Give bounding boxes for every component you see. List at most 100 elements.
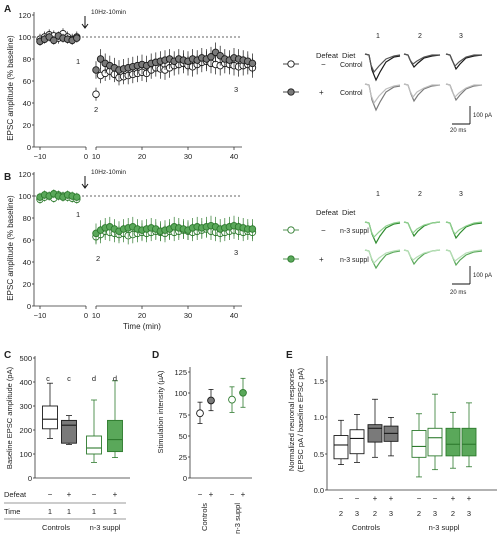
panel-e-defeat-mark: + <box>467 494 472 503</box>
panel-e-ytick: 1.5 <box>314 377 324 386</box>
panel-a-trace-label-3: 3 <box>459 33 463 40</box>
panel-c-y-axis: 0 100 200 300 400 500 <box>19 354 130 483</box>
panel-c-letter-mark: d <box>92 374 96 383</box>
panel-e-time-mark: 2 <box>451 509 455 518</box>
panel-e: E Normalized neuronal response (EPSC pA … <box>286 350 497 532</box>
data-point <box>207 53 215 61</box>
panel-a-legend-diet: Control <box>340 62 363 69</box>
panel-a-stim-label: 10Hz-10min <box>91 9 126 16</box>
box <box>333 435 349 460</box>
panel-b-timepoint-3: 3 <box>234 248 238 257</box>
panel-a-xtick: 0 <box>84 152 88 161</box>
box <box>42 405 58 430</box>
panel-e-defeat-mark: − <box>417 494 422 503</box>
panel-c-letter: C <box>4 350 11 361</box>
panel-c-time-mark: 1 <box>113 507 117 516</box>
box <box>349 429 365 455</box>
panel-b-xtick: 20 <box>138 311 146 320</box>
panel-a-x-axis: −10 0 10 20 30 40 <box>34 146 242 161</box>
panel-e-y-label: Normalized neuronal response <box>287 369 296 471</box>
panel-a-ytick: 0 <box>27 143 31 152</box>
legend-open-black-marker <box>287 60 295 68</box>
data-point <box>239 388 247 397</box>
panel-b-traces-defeat <box>364 249 483 270</box>
panel-b-legend-diet-header: Diet <box>342 208 356 217</box>
panel-b-ytick: 80 <box>23 214 31 223</box>
panel-d-defeat-mark: − <box>198 490 203 499</box>
panel-c-ytick: 500 <box>19 354 32 363</box>
panel-a-xtick: 20 <box>138 152 146 161</box>
panel-e-ytick: 0.5 <box>314 450 324 459</box>
panel-b-ytick: 0 <box>27 302 31 311</box>
panel-c: C Baseline EPSC amplitude (pA) 0 100 200… <box>4 350 130 532</box>
data-point <box>207 396 215 405</box>
panel-c-letter-mark: c <box>67 374 71 383</box>
panel-a-ytick: 40 <box>23 99 31 108</box>
panel-d-ytick: 25 <box>179 453 187 462</box>
panel-a-letter: A <box>4 4 11 15</box>
panel-e-time-mark: 3 <box>433 509 437 518</box>
panel-a-legend-defeat: + <box>319 88 324 97</box>
panel-b-trace-label-3: 3 <box>459 191 463 198</box>
panel-c-plot <box>42 380 123 463</box>
panel-c-defeat-mark: + <box>67 490 72 499</box>
panel-a-ytick: 120 <box>18 11 31 20</box>
panel-e-plot <box>333 393 477 478</box>
data-point <box>248 225 257 233</box>
panel-e-time-mark: 3 <box>389 509 393 518</box>
panel-e-time-mark: 2 <box>417 509 421 518</box>
box <box>86 435 102 455</box>
panel-b-stim-arrow-icon <box>81 176 89 189</box>
panel-c-ytick: 400 <box>19 378 32 387</box>
data-point <box>73 193 81 201</box>
panel-d-ytick: 125 <box>174 368 187 377</box>
panel-d-group-controls: Controls <box>200 503 209 531</box>
panel-e-ytick: 1.0 <box>314 413 324 422</box>
panel-b-x-label: Time (min) <box>123 322 161 331</box>
panel-e-letter: E <box>286 350 293 361</box>
data-point <box>228 395 236 404</box>
panel-c-time-mark: 1 <box>48 507 52 516</box>
panel-b-y-label: EPSC amplitude (% baseline) <box>6 195 15 301</box>
panel-c-y-label: Baseline EPSC amplitude (pA) <box>5 366 14 469</box>
box <box>411 430 427 458</box>
box <box>427 427 443 457</box>
panel-a-ytick: 60 <box>23 77 31 86</box>
panel-c-group-controls: Controls <box>42 523 70 532</box>
panel-a-xtick: 30 <box>184 152 192 161</box>
panel-c-ytick: 100 <box>19 450 32 459</box>
box <box>61 419 77 444</box>
panel-a: A EPSC amplitude (% baseline) 0 20 40 60… <box>4 4 492 161</box>
panel-b-ytick: 20 <box>23 280 31 289</box>
panel-a-ytick: 100 <box>18 33 31 42</box>
panel-e-defeat-mark: − <box>355 494 360 503</box>
panel-e-defeat-mark: + <box>451 494 456 503</box>
legend-open-green-marker <box>287 226 295 234</box>
panel-e-group-controls: Controls <box>352 523 380 532</box>
panel-c-time-mark: 1 <box>92 507 96 516</box>
panel-c-defeat-mark: − <box>48 490 53 499</box>
box <box>461 427 477 457</box>
panel-d-plot <box>196 377 247 424</box>
panel-c-time-row-label: Time <box>4 507 20 516</box>
panel-a-y-axis: 0 20 40 60 80 100 120 <box>18 11 35 152</box>
panel-b-xtick: 30 <box>184 311 192 320</box>
box <box>445 427 461 457</box>
panel-d-y-label: Stimulation intensity (µA) <box>156 370 165 454</box>
panel-d-ytick: 75 <box>179 411 187 420</box>
panel-b: B EPSC amplitude (% baseline) 0 20 40 60… <box>4 169 492 331</box>
data-point <box>196 409 204 418</box>
panel-b-legend-defeat: − <box>321 226 326 235</box>
panel-b-legend-diet: n-3 suppl <box>340 228 369 235</box>
panel-e-defeat-mark: − <box>433 494 438 503</box>
panel-e-y-label-2: (EPSC pA / baseline EPSC pA) <box>296 367 305 472</box>
panel-b-xtick: −10 <box>34 311 47 320</box>
panel-a-legend-diet-header: Diet <box>342 51 356 60</box>
panel-b-xtick: 10 <box>92 311 100 320</box>
panel-a-timepoint-2: 2 <box>94 105 98 114</box>
legend-filled-green-marker <box>287 255 295 263</box>
panel-a-trace-label-1: 1 <box>376 33 380 40</box>
panel-b-traces-control <box>364 221 483 245</box>
panel-b-y-axis: 0 20 40 60 80 100 120 <box>18 170 35 311</box>
